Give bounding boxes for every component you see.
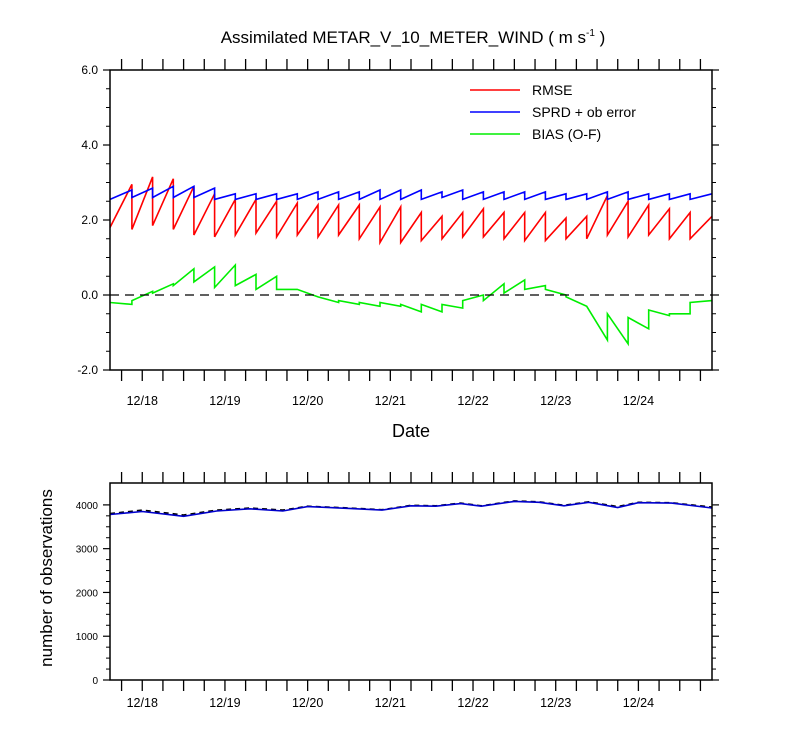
top-series-group [109,176,713,347]
y-tick-label: -2.0 [77,363,98,377]
y-tick-label: 0.0 [81,288,98,302]
series-line-obs-used [109,500,713,518]
y-tick-label: 4.0 [81,138,98,152]
top-axis-ticks [103,59,719,381]
y-tick-label: 0 [92,676,98,687]
legend-rmse-label: RMSE [532,82,572,98]
y-tick-label: 3000 [76,545,99,556]
y-axis-label: number of observations [37,489,56,667]
top-plot-frame [109,69,713,371]
chart-title-sup: -1 [586,28,595,39]
top-panel: -2.0 0.0 2.0 4.0 6.0 12/18 12/19 12/20 12/21 12/2… [77,59,719,441]
x-tick-label: 12/22 [457,696,488,710]
series-line-rmse [109,176,713,246]
bottom-panel: 0 1000 2000 3000 4000 12/18 12/19 12/20 12/21 12/… [37,472,719,710]
series-line-bias-o-f [109,262,713,347]
chart-title: Assimilated METAR_V_10_METER_WIND ( m s-… [221,28,606,47]
x-tick-label: 12/18 [127,394,158,408]
y-tick-label: 2000 [76,588,99,599]
bottom-plot-frame [109,482,713,681]
y-tick-label: 1000 [76,632,99,643]
legend-bias-label: BIAS (O-F) [532,126,601,142]
x-tick-label: 12/24 [623,394,654,408]
chart-title-end: ) [595,28,605,47]
x-tick-label: 12/23 [540,696,571,710]
y-tick-label: 4000 [76,501,99,512]
x-tick-label: 12/20 [292,394,323,408]
x-tick-label: 12/20 [292,696,323,710]
x-tick-label: 12/18 [127,696,158,710]
bottom-axis-ticks [103,472,719,691]
chart-title-main: Assimilated METAR_V_10_METER_WIND ( m s [221,28,586,47]
top-tick-labels: -2.0 0.0 2.0 4.0 6.0 12/18 12/19 12/20 12/21 12/2… [77,63,654,408]
y-tick-label: 6.0 [81,63,98,77]
y-tick-label: 2.0 [81,213,98,227]
bottom-tick-labels: 0 1000 2000 3000 4000 12/18 12/19 12/20 12/21 12/… [76,501,654,710]
legend-sprd-label: SPRD + ob error [532,104,636,120]
x-tick-label: 12/22 [457,394,488,408]
x-tick-label: 12/19 [209,696,240,710]
series-line-sprd-ob-error [109,184,713,201]
x-tick-label: 12/21 [375,394,406,408]
legend: RMSE SPRD + ob error BIAS (O-F) [470,82,636,142]
x-tick-label: 12/21 [375,696,406,710]
x-tick-label: 12/24 [623,696,654,710]
x-tick-label: 12/23 [540,394,571,408]
bottom-series-group [109,500,713,518]
x-axis-label: Date [392,421,430,441]
x-tick-label: 12/19 [209,394,240,408]
